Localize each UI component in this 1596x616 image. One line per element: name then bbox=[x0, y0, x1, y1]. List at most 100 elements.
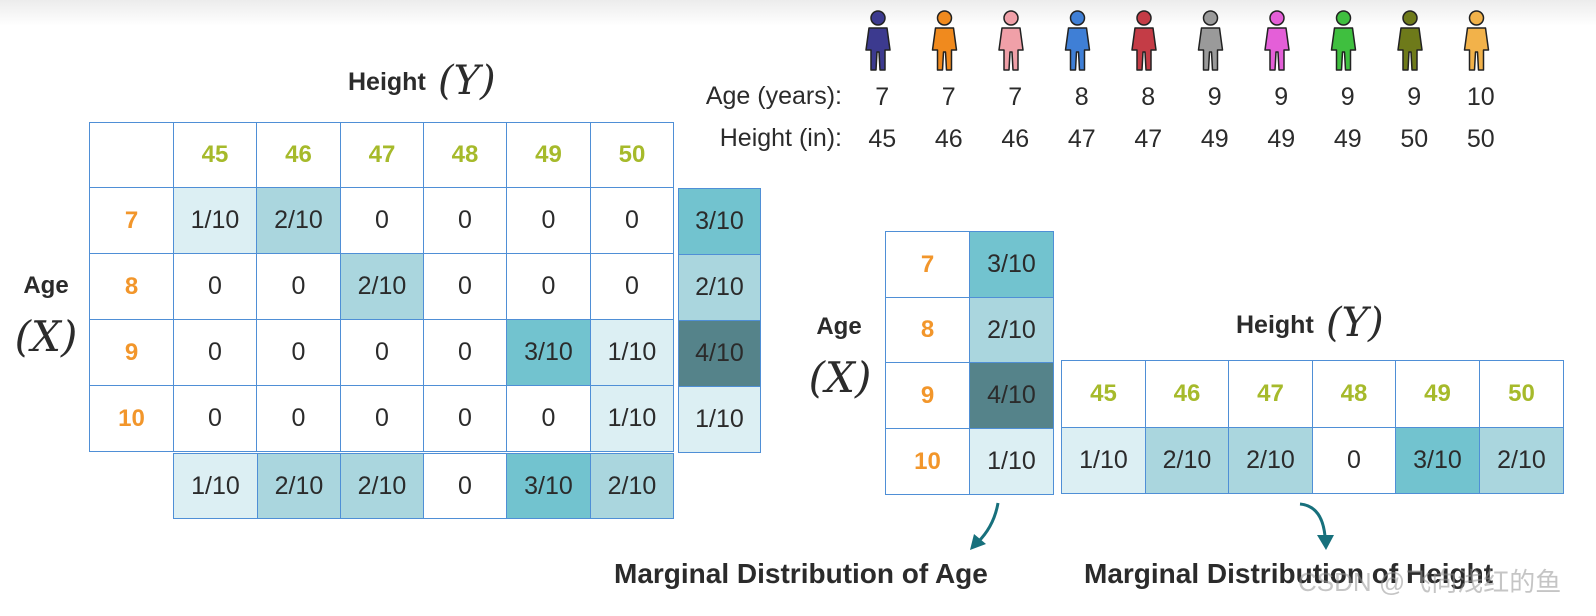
dataset-height: 47 bbox=[1067, 124, 1096, 153]
person-icon bbox=[931, 10, 958, 71]
col-marginal-row: 1/10 2/10 2/10 0 3/10 2/10 bbox=[173, 453, 674, 519]
marginal-height-cell: 2/10 bbox=[1479, 427, 1564, 494]
person-icon bbox=[1264, 10, 1290, 71]
joint-cell: 0 bbox=[256, 385, 341, 452]
dataset-age: 7 bbox=[1008, 82, 1023, 111]
person-icon bbox=[998, 10, 1024, 71]
joint-height-var: (Y) bbox=[438, 58, 496, 104]
person-icon bbox=[1463, 10, 1490, 71]
dataset-age: 8 bbox=[1074, 82, 1089, 111]
joint-cell: 2/10 bbox=[340, 253, 424, 320]
joint-cell: 0 bbox=[340, 319, 424, 386]
age-header: 9 bbox=[89, 319, 174, 386]
top-bar bbox=[0, 0, 1596, 26]
joint-cell: 0 bbox=[506, 253, 591, 320]
age-header: 7 bbox=[89, 187, 174, 254]
dataset-age: 9 bbox=[1274, 82, 1289, 111]
dataset-height: 49 bbox=[1333, 124, 1362, 153]
marginal-age-table: 7 3/10 8 2/10 9 4/10 10 1/10 bbox=[885, 231, 1054, 495]
marginal-height-caption: Marginal Distribution of Height bbox=[1084, 558, 1494, 589]
age-row-label: Age (years): bbox=[705, 82, 842, 110]
joint-cell: 1/10 bbox=[590, 385, 674, 452]
marginal-age-cell: 3/10 bbox=[969, 231, 1054, 298]
joint-cell: 0 bbox=[590, 187, 674, 254]
age-header: 10 bbox=[885, 428, 970, 495]
marginal-height-cell: 1/10 bbox=[1061, 427, 1146, 494]
height-header: 48 bbox=[423, 122, 507, 188]
dataset-height: 49 bbox=[1267, 124, 1296, 153]
marginal-height-table: 45 46 47 48 49 50 1/10 2/10 2/10 0 3/10 … bbox=[1061, 360, 1564, 494]
person-icon bbox=[865, 10, 891, 71]
people-figures bbox=[865, 10, 1490, 71]
height-arrow-icon bbox=[1299, 502, 1334, 550]
dataset-height: 46 bbox=[1001, 124, 1030, 153]
joint-cell: 1/10 bbox=[590, 319, 674, 386]
marginal-age-cell: 1/10 bbox=[969, 428, 1054, 495]
dataset-age: 9 bbox=[1207, 82, 1222, 111]
dataset-age: 9 bbox=[1407, 82, 1422, 111]
dataset-table: 7 7 7 8 8 9 9 9 9 10 45 46 46 47 47 49 4… bbox=[849, 76, 1514, 160]
col-marginal-cell: 2/10 bbox=[257, 453, 341, 519]
corner-cell bbox=[89, 122, 174, 188]
col-marginal-cell: 1/10 bbox=[173, 453, 258, 519]
height-header: 50 bbox=[1479, 360, 1564, 428]
age-header: 10 bbox=[89, 385, 174, 452]
person-icon bbox=[1330, 10, 1357, 71]
watermark: CSDN @飞向浅红的鱼 bbox=[1298, 567, 1562, 597]
marginal-height-cell: 2/10 bbox=[1145, 427, 1229, 494]
joint-cell: 0 bbox=[423, 187, 507, 254]
height-header: 49 bbox=[506, 122, 591, 188]
joint-cell: 0 bbox=[423, 319, 507, 386]
age-header: 7 bbox=[885, 231, 970, 298]
marginal-age-cell: 2/10 bbox=[969, 297, 1054, 363]
row-marginal-cell: 3/10 bbox=[678, 188, 761, 255]
height-header: 46 bbox=[256, 122, 341, 188]
col-marginal-cell: 2/10 bbox=[340, 453, 424, 519]
person-icon bbox=[1131, 10, 1157, 71]
joint-cell: 0 bbox=[340, 187, 424, 254]
col-marginal-cell: 0 bbox=[423, 453, 507, 519]
person-icon bbox=[1197, 10, 1224, 71]
joint-cell: 0 bbox=[423, 385, 507, 452]
dataset-age: 7 bbox=[941, 82, 956, 111]
marginal-age-title: Age bbox=[816, 313, 862, 340]
col-marginal-cell: 3/10 bbox=[506, 453, 591, 519]
marginal-height-var: (Y) bbox=[1326, 300, 1384, 346]
joint-age-var: (X) bbox=[14, 312, 78, 361]
row-marginal-column: 3/10 2/10 4/10 1/10 bbox=[678, 188, 761, 453]
height-header: 47 bbox=[340, 122, 424, 188]
joint-cell: 2/10 bbox=[256, 187, 341, 254]
dataset-height: 47 bbox=[1134, 124, 1163, 153]
marginal-age-caption: Marginal Distribution of Age bbox=[614, 558, 988, 589]
joint-cell: 0 bbox=[423, 253, 507, 320]
height-header: 47 bbox=[1228, 360, 1313, 428]
col-marginal-cell: 2/10 bbox=[590, 453, 674, 519]
joint-cell: 0 bbox=[256, 319, 341, 386]
dataset-age: 9 bbox=[1340, 82, 1355, 111]
dataset-age: 10 bbox=[1466, 82, 1495, 111]
height-row-label: Height (in): bbox=[719, 124, 842, 152]
marginal-height-cell: 0 bbox=[1312, 427, 1396, 494]
dataset-height: 49 bbox=[1200, 124, 1229, 153]
row-marginal-cell: 1/10 bbox=[678, 386, 761, 453]
dataset-height: 46 bbox=[934, 124, 963, 153]
person-icon bbox=[1064, 10, 1091, 71]
joint-cell: 0 bbox=[506, 385, 591, 452]
marginal-age-var: (X) bbox=[808, 353, 872, 402]
marginal-age-cell: 4/10 bbox=[969, 362, 1054, 429]
dataset-height: 50 bbox=[1400, 124, 1429, 153]
dataset-age: 8 bbox=[1141, 82, 1156, 111]
joint-table: 45 46 47 48 49 50 7 1/10 2/10 0 0 0 0 8 … bbox=[89, 122, 674, 452]
dataset-age: 7 bbox=[875, 82, 890, 111]
height-header: 49 bbox=[1395, 360, 1480, 428]
age-header: 8 bbox=[885, 297, 970, 363]
height-header: 48 bbox=[1312, 360, 1396, 428]
age-arrow-icon bbox=[970, 502, 1000, 550]
height-header: 46 bbox=[1145, 360, 1229, 428]
joint-height-title: Height bbox=[348, 68, 426, 96]
joint-cell: 0 bbox=[340, 385, 424, 452]
height-header: 45 bbox=[1061, 360, 1146, 428]
joint-cell: 0 bbox=[256, 253, 341, 320]
age-header: 9 bbox=[885, 362, 970, 429]
height-header: 45 bbox=[173, 122, 257, 188]
